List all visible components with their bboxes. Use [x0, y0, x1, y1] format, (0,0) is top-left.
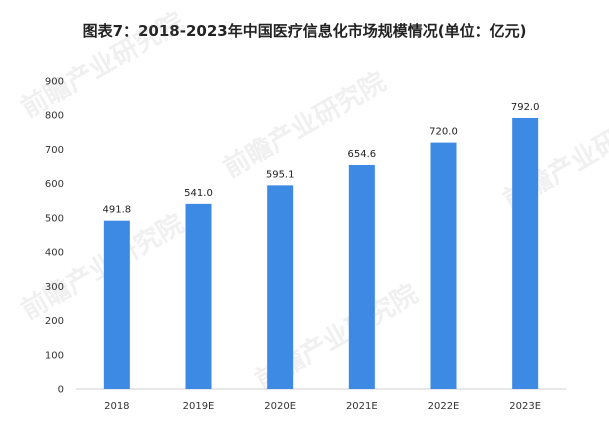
bar	[103, 220, 130, 389]
watermark-text: 前瞻产业研究院	[16, 208, 189, 326]
y-tick-label: 500	[45, 213, 64, 224]
bar-series: 491.8 541.0 595.1 654.6 720.0 792.0	[103, 102, 540, 390]
watermark-text: 前瞻产业研究院	[16, 6, 189, 124]
y-tick-label: 0	[58, 385, 64, 396]
y-tick-label: 700	[45, 145, 64, 156]
x-tick-label: 2018	[104, 401, 129, 412]
data-label: 541.0	[184, 188, 213, 199]
data-label: 720.0	[429, 127, 458, 138]
data-label: 654.6	[348, 149, 377, 160]
bar	[430, 142, 457, 389]
chart-title: 图表7：2018-2023年中国医疗信息化市场规模情况(单位：亿元)	[82, 22, 527, 40]
y-tick-label: 800	[45, 111, 64, 122]
bar	[267, 185, 294, 389]
x-tick-label: 2022E	[428, 401, 460, 412]
bar	[185, 203, 212, 389]
data-label: 491.8	[103, 205, 132, 216]
y-tick-label: 600	[45, 179, 64, 190]
bar	[348, 164, 375, 389]
y-tick-label: 900	[45, 77, 64, 88]
y-tick-label: 200	[45, 316, 64, 327]
y-axis: 0 100 200 300 400 500 600 700 800 900	[45, 77, 64, 396]
data-label: 595.1	[266, 169, 295, 180]
x-axis: 2018 2019E 2020E 2021E 2022E 2023E	[104, 401, 541, 412]
y-tick-label: 300	[45, 282, 64, 293]
x-tick-label: 2021E	[346, 401, 378, 412]
y-tick-label: 400	[45, 248, 64, 259]
y-tick-label: 100	[45, 350, 64, 361]
bar	[512, 117, 539, 390]
x-tick-label: 2019E	[183, 401, 215, 412]
x-tick-label: 2020E	[264, 401, 296, 412]
x-tick-label: 2023E	[509, 401, 541, 412]
data-label: 792.0	[511, 102, 540, 113]
